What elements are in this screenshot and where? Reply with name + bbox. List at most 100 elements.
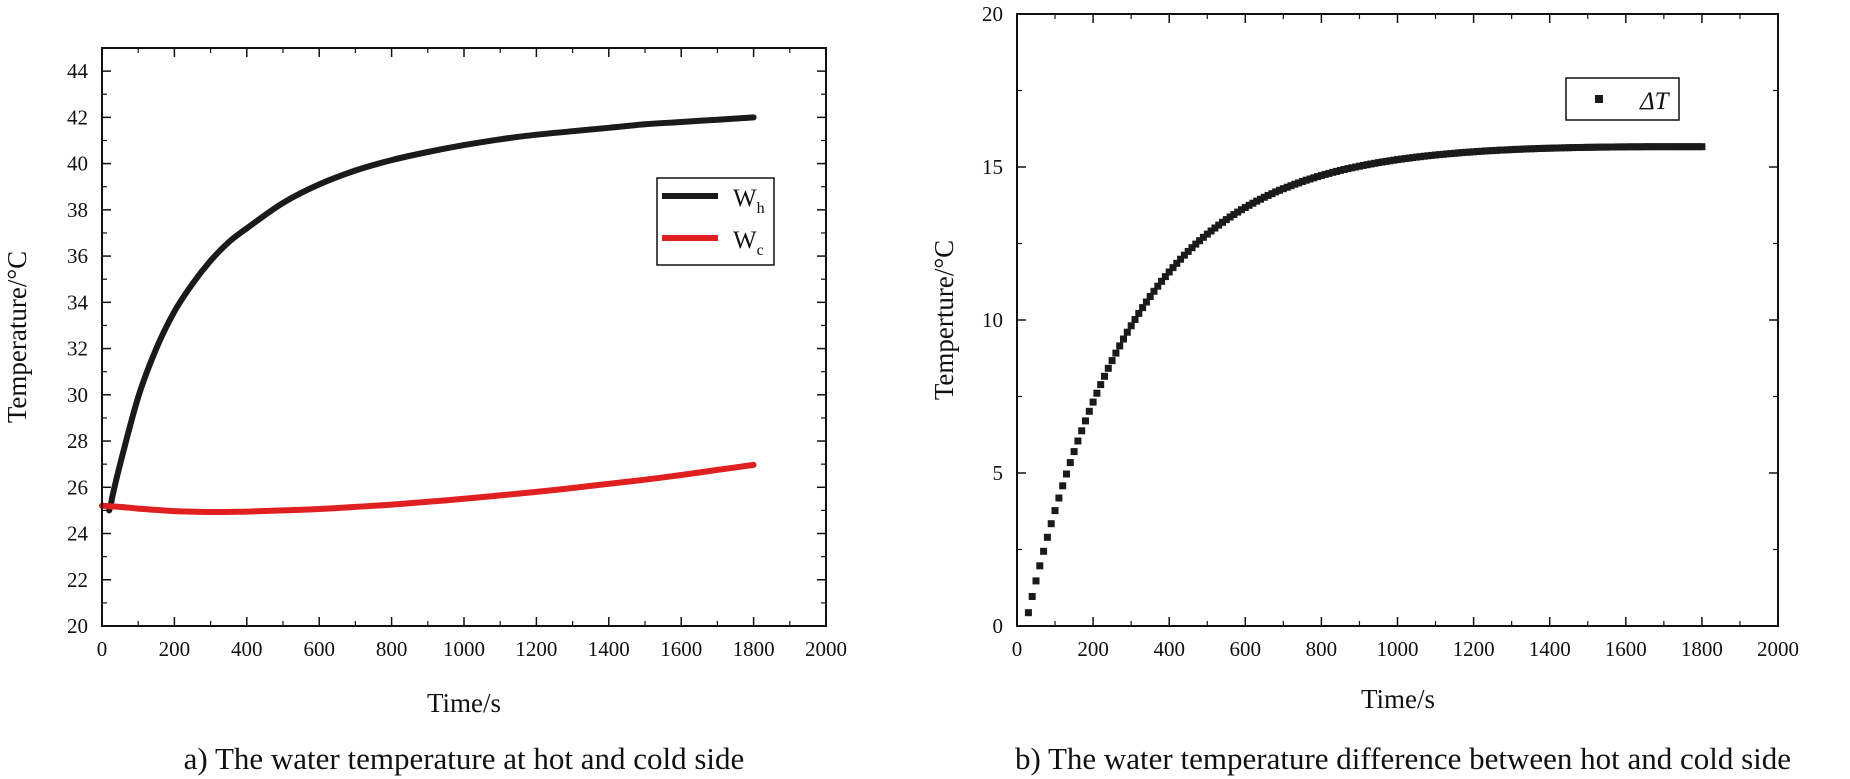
dt-point [1257,195,1264,203]
dt-point [1477,147,1485,155]
dt-point [1047,520,1055,528]
chart-a-xtick-label: 1400 [588,637,630,661]
dt-point [1127,322,1135,330]
dt-point [1675,143,1683,151]
dt-point [1439,150,1447,158]
dt-point [1059,482,1067,490]
dt-point [1652,143,1660,151]
dt-point [1519,145,1527,153]
dt-point [1169,264,1177,272]
chart-a-xtick-label: 0 [97,637,108,661]
legend-wc-label: Wc [733,227,764,259]
chart-b-xtick-label: 1000 [1377,637,1419,661]
chart-a-ytick-label: 42 [67,105,88,129]
series-line-wc [99,461,757,516]
chart-a-ytick-label: 40 [67,152,88,176]
dt-point [1538,144,1546,152]
dt-point [1203,230,1211,238]
chart-b-xtick-label: 1800 [1681,637,1723,661]
chart-a-xtick-label: 2000 [805,637,847,661]
dt-point [1363,161,1371,169]
dt-point [1683,143,1691,151]
chart-b-caption: b) The water temperature difference betw… [1015,741,1791,776]
dt-point [1550,144,1557,152]
dt-point [1607,143,1615,151]
dt-point [1668,143,1675,151]
dt-point [1527,145,1535,153]
dt-point [1584,143,1592,151]
chart-a-xtick-label: 600 [303,637,335,661]
dt-point [1108,357,1116,365]
dt-point [1101,372,1108,380]
dt-point [1104,364,1112,372]
dt-point [1641,143,1649,151]
dt-point [1390,156,1398,164]
dt-point [1249,199,1257,207]
dt-point [1599,143,1607,151]
dt-point [1447,150,1455,158]
dt-point [1196,237,1204,245]
dt-point [1591,143,1599,151]
legend-dt-marker [1595,95,1603,103]
dt-point [1553,144,1561,152]
dt-point [1458,149,1466,157]
chart-a-ytick-label: 20 [67,614,88,638]
chart-a-xtick-label: 1200 [515,637,557,661]
dt-point [1142,298,1150,306]
dt-point [1173,259,1181,267]
dt-point [1043,533,1051,541]
dt-point [1356,162,1363,170]
dt-point [1378,158,1386,166]
chart-b-ytick-label: 0 [993,614,1004,638]
dt-point [1397,155,1405,163]
dt-point [1451,149,1459,157]
dt-point [1146,293,1154,300]
chart-b-xlabel: Time/s [1361,684,1435,714]
dt-point [1561,144,1569,152]
dt-point [1359,161,1367,169]
dt-point [1671,143,1679,151]
dt-point [1192,240,1200,248]
chart-a: 0 200 400 600 800 1000 1200 1400 1600 1800 2000 20 2… [2,47,847,776]
chart-b-xtick-label: 1600 [1605,637,1647,661]
chart-b-legend-box [1565,77,1680,121]
dt-point [1199,233,1207,241]
dt-point [1629,143,1637,151]
dt-point [1492,146,1500,154]
dt-point [1531,145,1538,153]
dt-point [1120,335,1127,343]
dt-point [1610,143,1618,151]
dt-point [1234,208,1242,216]
dt-point [1698,143,1706,151]
chart-b-ylabel: Temperture/°C [929,240,959,400]
dt-point [1485,147,1493,155]
chart-a-xtick-label: 800 [376,637,408,661]
dt-point [1687,143,1694,151]
dt-point [1078,427,1086,435]
dt-point [1230,211,1238,218]
chart-b-xtick-label: 2000 [1757,637,1799,661]
dt-point [1211,224,1219,232]
chart-b-ytick-label: 15 [982,155,1003,179]
dt-point [1375,159,1382,167]
dt-point [1219,218,1226,226]
dt-point [1241,204,1249,211]
dt-point [1184,247,1192,255]
dt-point [1123,328,1131,336]
dt-point [1664,143,1672,151]
dt-point [1161,273,1169,281]
dt-point [1496,146,1504,154]
dt-point [1352,163,1360,171]
chart-b: 0 200 400 600 800 1000 1200 1400 1600 1800 2000 0 5 1… [929,2,1799,776]
dt-point [1454,149,1462,157]
dt-point [1036,562,1044,570]
dt-point [1534,145,1542,152]
dt-point [1424,152,1432,160]
dt-point [1298,178,1306,185]
chart-b-ytick-label: 10 [982,308,1003,332]
dt-point [1588,143,1596,151]
chart-b-xtick-label: 800 [1306,637,1338,661]
dt-point [1055,494,1063,502]
dt-point [1428,151,1436,159]
